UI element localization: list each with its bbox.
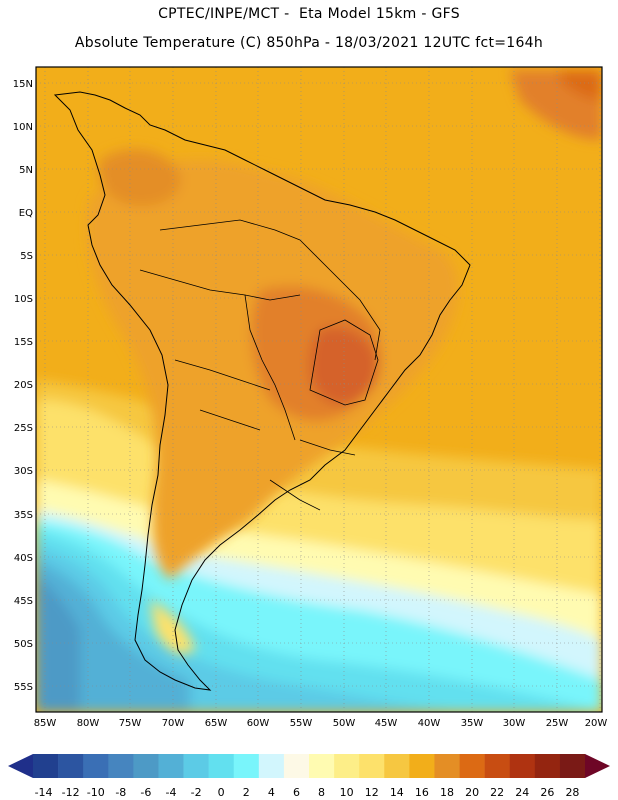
colorbar-swatch bbox=[534, 754, 561, 778]
lon-label: 65W bbox=[205, 718, 228, 729]
lat-label: 15S bbox=[14, 337, 33, 348]
colorbar-label: 12 bbox=[365, 786, 379, 799]
colorbar-boxes bbox=[33, 754, 586, 778]
lon-label: 30W bbox=[503, 718, 526, 729]
lat-label: 45S bbox=[14, 596, 33, 607]
colorbar-swatch bbox=[309, 754, 335, 778]
colorbar-label: 24 bbox=[515, 786, 529, 799]
colorbar-label: 0 bbox=[218, 786, 225, 799]
colorbar-swatch bbox=[83, 754, 109, 778]
lat-label: 55S bbox=[14, 682, 33, 693]
colorbar-high-arrow bbox=[585, 754, 610, 778]
colorbar-swatch bbox=[33, 754, 59, 778]
lon-label: 60W bbox=[247, 718, 270, 729]
temperature-field bbox=[36, 67, 602, 712]
colorbar-low-arrow bbox=[8, 754, 33, 778]
colorbar-swatch bbox=[258, 754, 285, 778]
lon-label: 20W bbox=[585, 718, 608, 729]
lat-label: 10N bbox=[13, 122, 33, 133]
colorbar-swatch bbox=[359, 754, 385, 778]
colorbar-label: 2 bbox=[243, 786, 250, 799]
colorbar-swatch bbox=[434, 754, 460, 778]
lat-label: 40S bbox=[14, 553, 33, 564]
colorbar-swatch bbox=[58, 754, 84, 778]
colorbar-label: -8 bbox=[115, 786, 126, 799]
colorbar-swatch bbox=[459, 754, 485, 778]
colorbar-swatch bbox=[283, 754, 310, 778]
lat-label: EQ bbox=[19, 208, 33, 219]
lon-label: 45W bbox=[375, 718, 398, 729]
lat-label: 5N bbox=[19, 165, 33, 176]
lon-label: 50W bbox=[333, 718, 356, 729]
lon-label: 80W bbox=[77, 718, 100, 729]
map-frame bbox=[35, 66, 603, 713]
colorbar-swatch bbox=[183, 754, 209, 778]
lon-label: 35W bbox=[461, 718, 484, 729]
colorbar-label: -12 bbox=[62, 786, 80, 799]
country-borders bbox=[139, 219, 381, 511]
lon-label: 25W bbox=[546, 718, 569, 729]
lat-label: 5S bbox=[20, 251, 33, 262]
lat-label: 50S bbox=[14, 639, 33, 650]
colorbar-label: 4 bbox=[268, 786, 275, 799]
lat-label: 20S bbox=[14, 380, 33, 391]
latitude-labels: 15N 10N 5N EQ 5S 10S 15S 20S 25S 30S 35S… bbox=[13, 79, 33, 693]
colorbar-swatch bbox=[509, 754, 536, 778]
colorbar-swatch bbox=[559, 754, 586, 778]
colorbar-label: 26 bbox=[540, 786, 554, 799]
colorbar-swatch bbox=[208, 754, 235, 778]
colorbar-label: 16 bbox=[415, 786, 429, 799]
lon-label: 75W bbox=[119, 718, 142, 729]
chart-title-line2: Absolute Temperature (C) 850hPa - 18/03/… bbox=[74, 35, 544, 51]
colorbar-swatch bbox=[484, 754, 511, 778]
colorbar-label: -2 bbox=[191, 786, 202, 799]
colorbar-label: 22 bbox=[490, 786, 504, 799]
south-america-coastline bbox=[53, 91, 471, 691]
longitude-labels: 85W 80W 75W 70W 65W 60W 55W 50W 45W 40W … bbox=[34, 718, 608, 729]
lat-label: 15N bbox=[13, 79, 33, 90]
lon-label: 55W bbox=[290, 718, 313, 729]
colorbar-label: 8 bbox=[318, 786, 325, 799]
colorbar-swatch bbox=[233, 754, 260, 778]
lat-label: 10S bbox=[14, 294, 33, 305]
lon-label: 70W bbox=[162, 718, 185, 729]
colorbar-label: -10 bbox=[87, 786, 105, 799]
colorbar-swatch bbox=[133, 754, 159, 778]
colorbar-label: -14 bbox=[35, 786, 53, 799]
lat-label: 25S bbox=[14, 423, 33, 434]
colorbar-label: 20 bbox=[465, 786, 479, 799]
lat-label: 35S bbox=[14, 510, 33, 521]
colorbar-label: 6 bbox=[293, 786, 300, 799]
colorbar-label: 14 bbox=[390, 786, 404, 799]
lat-label: 30S bbox=[14, 466, 33, 477]
colorbar-swatch bbox=[384, 754, 410, 778]
lon-label: 85W bbox=[34, 718, 57, 729]
colorbar-swatch bbox=[158, 754, 184, 778]
colorbar-labels: -14 -12 -10 -8 -6 -4 -2 0 2 4 6 8 10 12 14 16 18 20 22 24 26… bbox=[35, 786, 580, 799]
colorbar-swatch bbox=[409, 754, 435, 778]
colorbar-swatch bbox=[108, 754, 134, 778]
colorbar-label: -6 bbox=[140, 786, 151, 799]
chart-title-line1: CPTEC/INPE/MCT - Eta Model 15km - GFS bbox=[158, 6, 460, 22]
lon-label: 40W bbox=[418, 718, 441, 729]
colorbar-label: -4 bbox=[166, 786, 177, 799]
colorbar-swatch bbox=[334, 754, 360, 778]
colorbar-label: 10 bbox=[340, 786, 354, 799]
colorbar-label: 18 bbox=[440, 786, 454, 799]
colorbar-label: 28 bbox=[565, 786, 579, 799]
